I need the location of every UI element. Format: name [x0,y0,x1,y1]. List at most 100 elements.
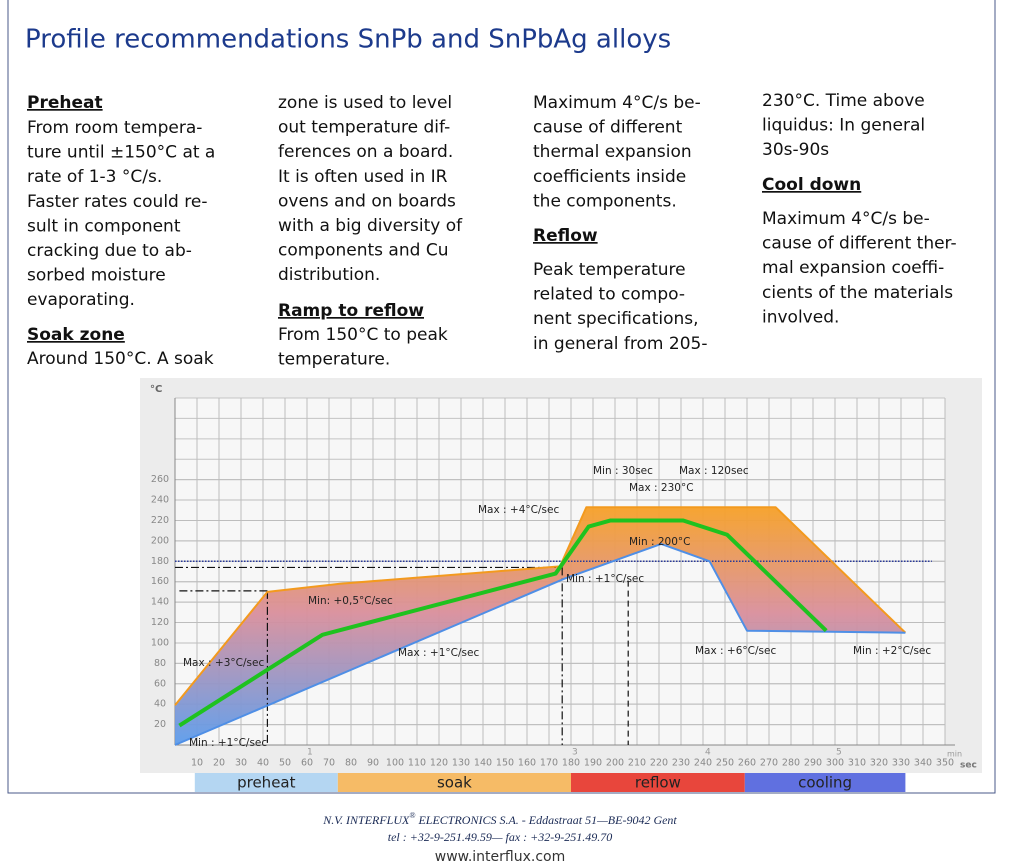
body-line: thermal expansion [533,142,692,162]
body-line: From 150°C to peak [278,325,448,345]
x-tick-label: 170 [540,758,558,769]
body-line: Faster rates could re- [27,192,207,212]
page-title: Profile recommendations SnPb and SnPbAg … [25,25,671,55]
x-tick-label: 230 [672,758,690,769]
x-tick-label: 290 [804,758,822,769]
phase-label: cooling [798,774,852,792]
y-tick-label: 200 [151,535,169,546]
x-tick-label: 350 [936,758,954,769]
body-line: sult in component [27,216,181,236]
body-line: ovens and on boards [278,191,456,211]
annotation: Max : +1°C/sec [398,647,479,659]
body-line: out temperature dif- [278,118,450,138]
zone-number: 5 [836,748,842,758]
text-columns: Preheat From room tempera-ture until ±150… [27,91,957,370]
x-tick-label: 110 [408,758,426,769]
page-frame [7,0,996,794]
x-tick-label: 250 [716,758,734,769]
annotation: Min: +0,5°C/sec [308,595,393,607]
y-tick-label: 120 [151,617,169,628]
zone-number: 1 [307,748,313,758]
y-tick-label: 20 [154,719,166,730]
x-tick-label: 180 [562,758,580,769]
footer-address: N.V. INTERFLUX® ELECTRONICS S.A. - Eddas… [322,811,677,827]
registered-mark: ® [409,811,415,820]
body-line: sorbed moisture [27,266,166,286]
body-line: zone is used to level [278,93,452,113]
x-tick-label: 60 [301,758,313,769]
x-tick-label: 40 [257,758,269,769]
y-tick-label: 180 [151,556,169,567]
body-line: temperature. [278,350,390,370]
annotation: Min : +1°C/sec [566,573,644,585]
body-line: From room tempera- [27,118,202,138]
x-axis-unit: sec [960,761,977,771]
phase-label: reflow [635,774,681,792]
zone-number: 4 [705,748,711,758]
x-tick-label: 30 [235,758,247,769]
annotation: Max : 120sec [679,465,749,477]
body-line: cause of different [533,118,683,138]
annotation: Max : +3°C/sec [183,657,264,669]
body-line: components and Cu [278,241,448,261]
x-tick-label: 50 [279,758,291,769]
body-line: It is often used in IR [278,167,448,187]
x-tick-label: 310 [848,758,866,769]
phase-band [744,773,906,792]
x-tick-label: 160 [518,758,536,769]
x-tick-label: 270 [760,758,778,769]
x-tick-label: 340 [914,758,932,769]
x-tick-label: 190 [584,758,602,769]
body-line: involved. [762,307,839,327]
section-heading: Soak zone [27,325,125,345]
x-tick-label: 120 [430,758,448,769]
body-line: liquidus: In general [762,116,925,136]
x-tick-label: 10 [191,758,203,769]
y-tick-label: 40 [154,699,166,710]
x-tick-label: 300 [826,758,844,769]
body-line: Maximum 4°C/s be- [533,93,701,113]
y-axis-label: °C [150,384,162,395]
section-heading: Ramp to reflow [278,301,424,321]
y-tick-label: 220 [151,515,169,526]
body-line: rate of 1-3 °C/s. [27,167,162,187]
x-tick-label: 150 [496,758,514,769]
x-tick-label: 210 [628,758,646,769]
annotation: Max : +6°C/sec [695,645,776,657]
company: N.V. INTERFLUX [322,813,410,827]
body-line: cients of the materials [762,283,953,303]
x-tick-label: 280 [782,758,800,769]
y-tick-label: 100 [151,637,169,648]
y-tick-label: 240 [151,495,169,506]
annotation: Min : +1°C/sec [189,737,267,749]
phase-label: preheat [237,774,296,792]
x-tick-label: 20 [213,758,225,769]
body-line: distribution. [278,265,380,285]
body-line: Peak temperature [533,260,686,280]
profile-line [178,518,828,728]
x-tick-label: 70 [323,758,335,769]
y-tick-label: 80 [154,658,166,669]
x-tick-label: 330 [892,758,910,769]
body-line: Maximum 4°C/s be- [762,209,930,229]
x-tick-label: 200 [606,758,624,769]
body-line: Around 150°C. A soak [27,349,214,369]
x-tick-label: 140 [474,758,492,769]
x-tick-label: 80 [345,758,357,769]
y-tick-label: 140 [151,597,169,608]
annotation: Min : 200°C [629,536,690,548]
annotation: Max : 230°C [629,482,694,494]
y-tick-label: 60 [154,678,166,689]
footer-contact: tel : +32-9-251.49.59— fax : +32-9-251.4… [388,830,613,844]
body-line: evaporating. [27,290,135,310]
annotation: Min : 30sec [593,465,653,477]
y-tick-label: 160 [151,576,169,587]
body-line: ferences on a board. [278,142,453,162]
phase-band [571,773,745,792]
section-heading: Reflow [533,226,598,246]
x-tick-label: 240 [694,758,712,769]
phase-label: soak [437,774,472,792]
process-window [175,507,906,745]
